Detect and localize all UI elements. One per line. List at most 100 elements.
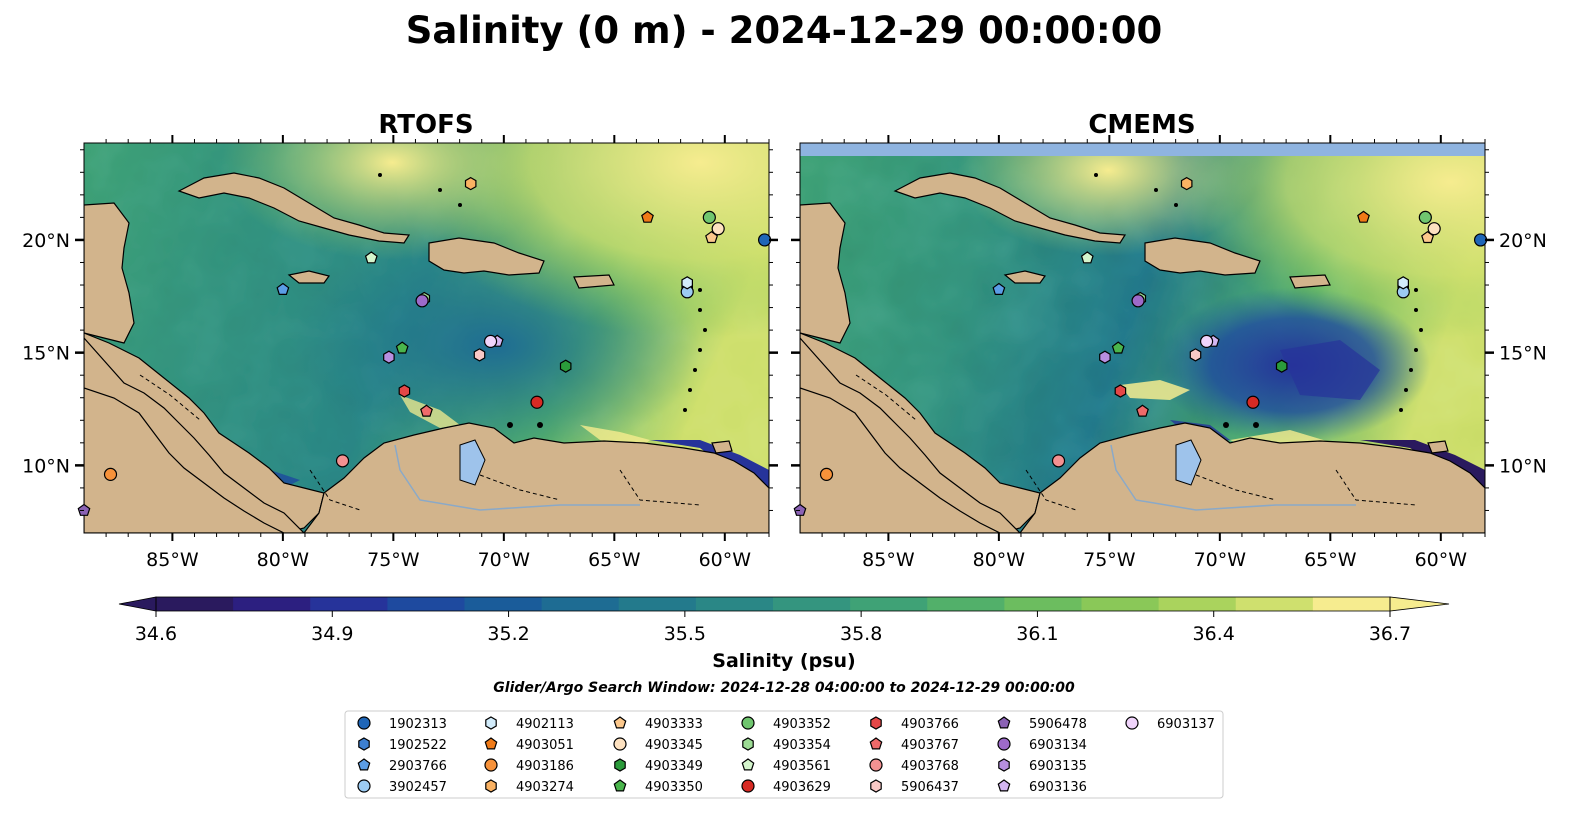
legend-marker-4903766 — [870, 716, 882, 730]
float-markers-rtofs — [77, 176, 772, 516]
colorbar-ticks: 34.6 34.9 35.2 35.5 35.8 36.1 36.4 36.7 — [135, 611, 1411, 645]
legend-label-4903561: 4903561 — [773, 759, 831, 774]
float-marker-4903349 — [1275, 359, 1288, 373]
colorbar: 34.6 34.9 35.2 35.5 35.8 36.1 36.4 36.7 Salinit… — [118, 596, 1450, 672]
lon-tick-label: 80°W — [973, 549, 1026, 571]
float-marker-6903134 — [1131, 294, 1145, 308]
lat-tick-label: 20°N — [22, 230, 70, 252]
float-marker-4903186 — [103, 467, 118, 481]
legend-marker-2903766 — [357, 758, 371, 771]
float-marker-5906437 — [1189, 348, 1202, 362]
colorbar-segment — [310, 597, 388, 611]
legend-label-1902522: 1902522 — [389, 738, 447, 753]
legend-marker-5906478 — [997, 716, 1011, 729]
colorbar-segment — [773, 597, 851, 611]
float-marker-4902113 — [1397, 276, 1410, 290]
colorbar-extend-low — [118, 596, 157, 612]
legend-marker-4903274 — [485, 779, 497, 793]
lon-tick-label: 70°W — [478, 549, 531, 571]
legend-marker-4903354 — [742, 737, 754, 751]
panel-cmems: CMEMS — [791, 110, 1547, 571]
legend-label-4903345: 4903345 — [645, 738, 703, 753]
legend-label-4903354: 4903354 — [773, 738, 831, 753]
lat-tick-label: 15°N — [22, 343, 70, 365]
panel-title-cmems: CMEMS — [1088, 110, 1195, 140]
colorbar-segment — [850, 597, 928, 611]
float-marker-4903274 — [1180, 176, 1193, 191]
colorbar-tick-label: 34.6 — [135, 623, 177, 645]
search-window-text: Glider/Argo Search Window: 2024-12-28 04… — [493, 680, 1075, 696]
legend: 1902313 1902522 2903766 3902457 4902113 49030… — [344, 710, 1224, 799]
float-marker-5906478 — [793, 503, 807, 516]
float-marker-4903352 — [702, 210, 716, 224]
float-marker-6903135 — [383, 350, 395, 364]
legend-label-4903766: 4903766 — [901, 717, 959, 732]
legend-marker-6903135 — [998, 758, 1010, 772]
legend-marker-1902313 — [357, 716, 371, 730]
colorbar-tick-label: 36.7 — [1369, 623, 1411, 645]
panel-rtofs: RTOFS — [22, 110, 778, 571]
legend-label-4903051: 4903051 — [516, 738, 574, 753]
legend-label-4903352: 4903352 — [773, 717, 831, 732]
float-marker-6903134 — [415, 294, 429, 308]
lon-tick-label: 85°W — [146, 549, 199, 571]
float-marker-4903767 — [420, 404, 433, 417]
legend-label-4903186: 4903186 — [516, 759, 574, 774]
float-marker-6903135 — [1099, 350, 1111, 364]
lesser-antilles-cmems — [1094, 173, 1423, 428]
lon-tick-label: 65°W — [1304, 549, 1357, 571]
float-marker-4903766 — [1114, 384, 1127, 398]
legend-marker-4903352 — [741, 716, 755, 730]
float-marker-4903768 — [335, 454, 350, 468]
axes-ticks-cmems: 85°W 80°W 75°W 70°W 65°W 60°W 10°N 15°N 20°N — [791, 135, 1547, 571]
legend-marker-4902113 — [485, 716, 497, 730]
float-marker-4903051 — [1357, 210, 1370, 223]
legend-label-6903135: 6903135 — [1029, 759, 1087, 774]
colorbar-segment — [156, 597, 234, 611]
colorbar-segment — [387, 597, 466, 611]
float-marker-6903137 — [483, 334, 498, 348]
colorbar-label: Salinity (psu) — [712, 650, 855, 672]
colorbar-segment — [1081, 597, 1160, 611]
legend-label-4903274: 4903274 — [516, 780, 574, 795]
float-marker-4903333 — [1421, 230, 1435, 244]
colorbar-segment — [233, 597, 311, 611]
legend-marker-6903137 — [1125, 716, 1139, 730]
float-marker-5906437 — [473, 348, 486, 362]
colorbar-tick-label: 35.5 — [664, 623, 706, 645]
legend-label-6903134: 6903134 — [1029, 738, 1087, 753]
legend-label-6903137: 6903137 — [1157, 717, 1215, 732]
lat-tick-label: 10°N — [1499, 455, 1547, 477]
float-marker-4903768 — [1051, 454, 1066, 468]
legend-box — [344, 710, 1224, 799]
legend-label-4903629: 4903629 — [773, 780, 831, 795]
float-marker-2903766 — [992, 282, 1006, 295]
colorbar-segment — [1004, 597, 1083, 611]
lat-tick-label: 10°N — [22, 455, 70, 477]
float-marker-4903333 — [705, 230, 719, 244]
colorbar-segments — [156, 597, 1391, 611]
legend-marker-6903136 — [997, 779, 1011, 792]
colorbar-segment — [927, 597, 1005, 611]
legend-label-5906437: 5906437 — [901, 780, 959, 795]
colorbar-segment — [695, 597, 774, 611]
legend-marker-4903345 — [613, 737, 627, 751]
legend-marker-1902522 — [358, 737, 370, 751]
cmems-no-data-strip — [800, 143, 1485, 156]
float-marker-4903186 — [819, 467, 834, 481]
figure-title: Salinity (0 m) - 2024-12-29 00:00:00 — [406, 9, 1162, 52]
legend-marker-4903051 — [484, 737, 498, 750]
colorbar-segment — [1158, 597, 1237, 611]
axes-ticks-rtofs: 85°W 80°W 75°W 70°W 65°W 60°W 10°N 15°N 20°N — [22, 135, 778, 571]
legend-label-3902457: 3902457 — [389, 780, 447, 795]
lesser-antilles-rtofs — [378, 173, 707, 428]
lon-tick-label: 70°W — [1194, 549, 1247, 571]
colorbar-tick-label: 36.4 — [1193, 623, 1235, 645]
colorbar-segment — [464, 597, 543, 611]
float-marker-4903629 — [530, 395, 544, 409]
legend-label-4903333: 4903333 — [645, 717, 703, 732]
legend-marker-4903629 — [741, 779, 755, 793]
lon-tick-label: 75°W — [367, 549, 420, 571]
float-marker-4903767 — [1136, 404, 1149, 417]
